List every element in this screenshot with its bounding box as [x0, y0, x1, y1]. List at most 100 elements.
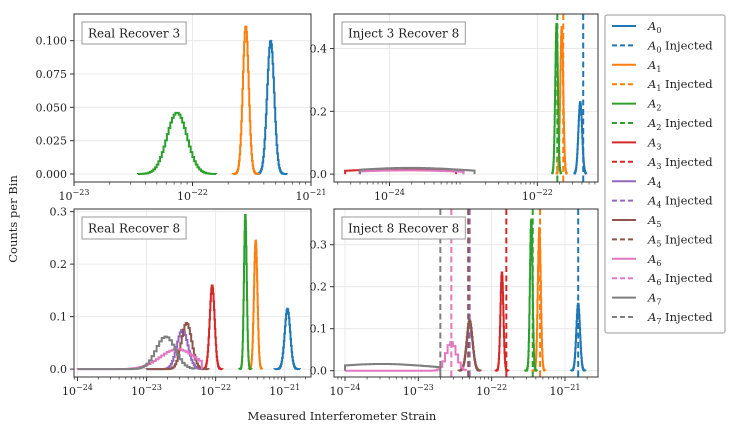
legend-label-base: A: [647, 135, 656, 149]
series-group: [344, 209, 587, 377]
axes-frame: [333, 208, 599, 378]
legend-label-sub: 2: [656, 104, 661, 113]
legend-label-base: A: [647, 291, 656, 305]
legend-label-base: A: [647, 116, 656, 130]
panel-title-frame: [341, 216, 466, 240]
histogram-a7: [344, 362, 442, 371]
legend-label: A2 Injected: [647, 116, 713, 132]
x-tick-label: 10−22: [177, 188, 208, 203]
x-tick-label: 10−22: [522, 188, 553, 203]
legend-label-base: A: [647, 58, 656, 72]
x-tick-base: 10: [59, 190, 73, 203]
histogram-a0: [569, 302, 587, 372]
x-tick-base: 10: [476, 385, 490, 398]
legend-label-sub: 7: [656, 298, 661, 307]
legend-label-sub: 4: [656, 201, 661, 210]
x-tick-base: 10: [200, 385, 214, 398]
y-axis-label: Counts per Bin: [6, 175, 20, 263]
x-tick-base: 10: [177, 190, 191, 203]
y-tick-label: 0.1: [50, 311, 68, 324]
x-tick-exponent: −24: [344, 383, 361, 392]
legend-item-a1: A1: [612, 58, 661, 74]
x-tick-exponent: −21: [283, 383, 300, 392]
legend-item-a3-injected: A3 Injected: [612, 155, 713, 171]
legend-label: A2: [647, 97, 661, 113]
legend-label-base: A: [647, 213, 656, 227]
legend-item-a2-injected: A2 Injected: [612, 116, 713, 132]
legend-label-base: A: [647, 155, 656, 169]
legend-label-sub: 5: [656, 239, 661, 248]
x-tick-base: 10: [296, 190, 310, 203]
x-tick-exponent: −21: [564, 383, 581, 392]
legend-item-a7-injected: A7 Injected: [612, 310, 713, 326]
legend-item-a0-injected: A0 Injected: [612, 38, 713, 54]
histogram-a3: [494, 271, 510, 372]
histogram-a7: [358, 166, 476, 175]
x-axis-label: Measured Interferometer Strain: [248, 409, 437, 423]
legend-label: A6: [647, 252, 661, 268]
y-tick-label: 0.0: [310, 168, 328, 181]
histogram-a3: [200, 284, 224, 371]
y-tick-label: 0.2: [310, 105, 328, 118]
y-tick-label: 0.3: [310, 239, 328, 252]
legend-label: A5 Injected: [647, 232, 713, 248]
legend-label: A6 Injected: [647, 271, 713, 287]
legend-label: A1 Injected: [647, 77, 713, 93]
x-tick-base: 10: [269, 385, 283, 398]
histogram-a0: [573, 101, 588, 175]
legend-label-suffix: Injected: [661, 116, 713, 130]
legend-label-base: A: [647, 194, 656, 208]
legend-label-base: A: [647, 77, 656, 91]
legend-label-base: A: [647, 38, 656, 52]
x-tick-label: 10−22: [476, 383, 507, 398]
legend-label-sub: 5: [656, 220, 661, 229]
legend-item-a5: A5: [612, 213, 661, 229]
legend-label-sub: 2: [656, 123, 661, 132]
y-tick-label: 0.000: [36, 168, 68, 181]
panel-title-frame: [81, 216, 187, 240]
legend-label-sub: 0: [656, 26, 661, 35]
x-tick-base: 10: [330, 385, 344, 398]
legend-label: A7 Injected: [647, 310, 713, 326]
histogram-a1: [247, 239, 263, 371]
y-tick-label: 0.2: [50, 258, 68, 271]
x-tick-base: 10: [550, 385, 564, 398]
series-group: [76, 213, 301, 371]
legend-label: A1: [647, 58, 661, 74]
x-tick-base: 10: [522, 190, 536, 203]
histogram-a0: [273, 307, 301, 371]
panel-title-box: Real Recover 8: [81, 216, 187, 240]
legend-label: A0 Injected: [647, 38, 713, 54]
series-group: [136, 25, 288, 175]
legend-label: A3: [647, 135, 661, 151]
legend-label-sub: 4: [656, 181, 661, 190]
legend-label-suffix: Injected: [661, 155, 713, 169]
legend-item-a2: A2: [612, 97, 661, 113]
legend-label-suffix: Injected: [661, 194, 713, 208]
legend-label-sub: 1: [656, 84, 661, 93]
x-tick-exponent: −23: [73, 188, 90, 197]
legend-label-base: A: [647, 97, 656, 111]
x-tick-label: 10−21: [269, 383, 300, 398]
legend-item-a6-injected: A6 Injected: [612, 271, 713, 287]
x-tick-base: 10: [62, 385, 76, 398]
legend-label-base: A: [647, 232, 656, 246]
x-tick-exponent: −22: [191, 188, 208, 197]
panel-title-frame: [341, 21, 466, 45]
legend-label-sub: 1: [656, 65, 661, 74]
legend-label-suffix: Injected: [661, 77, 713, 91]
x-tick-base: 10: [403, 385, 417, 398]
x-tick-exponent: −23: [417, 383, 434, 392]
legend-item-a1-injected: A1 Injected: [612, 77, 713, 93]
panel-title: Real Recover 8: [88, 222, 180, 236]
legend-item-a3: A3: [612, 135, 661, 151]
histogram-a2: [524, 218, 539, 372]
